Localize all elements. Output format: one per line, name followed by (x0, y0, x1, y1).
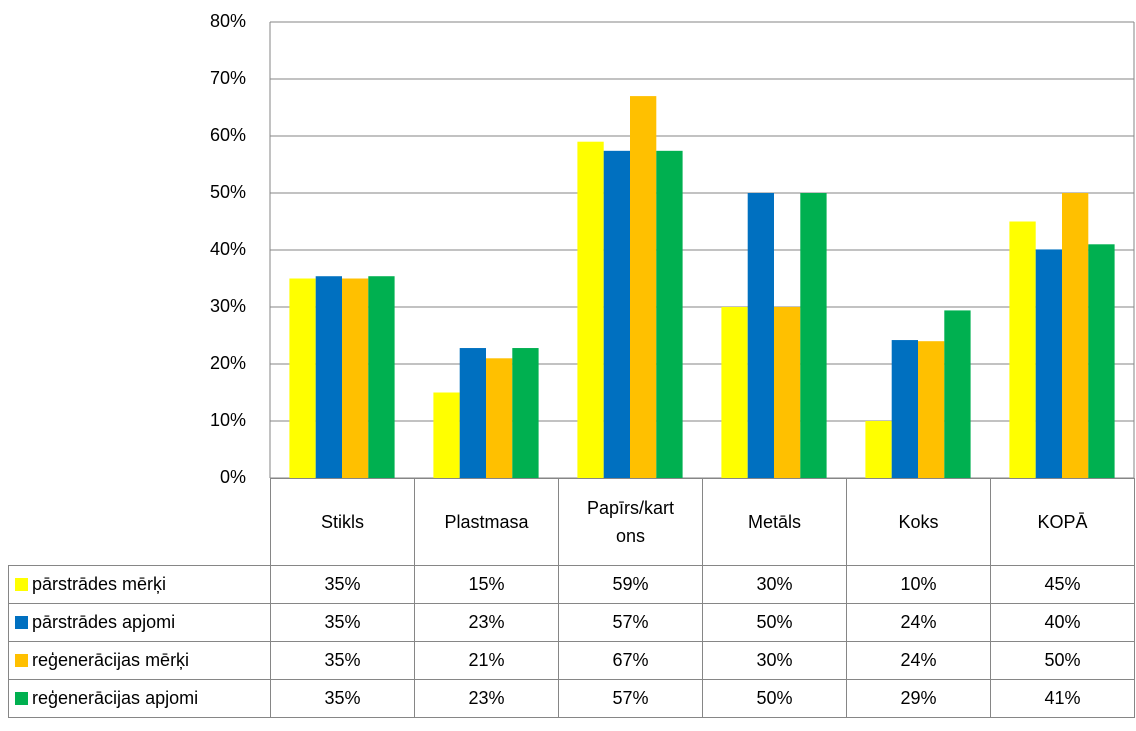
x-tick-label: Metāls (747, 512, 801, 532)
category-header: KOPĀ (990, 478, 1135, 566)
x-tick-label: Plastmasa (444, 512, 529, 532)
category-header: Papīrs/kartons (558, 478, 703, 566)
y-tick-label: 20% (210, 353, 246, 373)
table-cell: 35% (270, 679, 415, 718)
table-cell: 24% (846, 641, 991, 680)
bar (603, 150, 630, 478)
y-tick-label: 80% (210, 11, 246, 31)
legend-entry: reģenerācijas mērķi (8, 641, 271, 680)
bar (630, 96, 657, 478)
table-cell: 50% (702, 603, 847, 642)
bar (800, 193, 827, 478)
legend-swatch (15, 578, 28, 591)
legend-entry: reģenerācijas apjomi (8, 679, 271, 718)
x-tick-label: Stikls (320, 512, 364, 532)
bar (944, 310, 971, 478)
table-cell: 23% (414, 603, 559, 642)
table-cell: 21% (414, 641, 559, 680)
x-tick-label: Koks (898, 512, 939, 532)
legend-swatch (15, 616, 28, 629)
bar (1088, 244, 1115, 478)
legend-entry: pārstrādes apjomi (8, 603, 271, 642)
table-cell: 41% (990, 679, 1135, 718)
legend-swatch (15, 654, 28, 667)
legend-swatch (15, 692, 28, 705)
bar (1062, 193, 1089, 478)
y-tick-label: 50% (210, 182, 246, 202)
table-cell: 35% (270, 603, 415, 642)
y-tick-label: 30% (210, 296, 246, 316)
bar (774, 307, 801, 478)
bar (891, 340, 918, 478)
table-cell: 23% (414, 679, 559, 718)
bar (486, 358, 513, 478)
category-header: Plastmasa (414, 478, 559, 566)
bar (433, 392, 460, 478)
table-cell: 50% (990, 641, 1135, 680)
bar (289, 278, 316, 478)
bar (368, 276, 395, 478)
table-cell: 35% (270, 641, 415, 680)
bar (865, 421, 892, 478)
table-cell: 59% (558, 565, 703, 604)
table-cell: 29% (846, 679, 991, 718)
table-cell: 10% (846, 565, 991, 604)
bar (918, 341, 945, 478)
x-tick-label: Papīrs/kartons (586, 498, 675, 546)
table-cell: 45% (990, 565, 1135, 604)
bar (512, 348, 539, 478)
y-tick-label: 40% (210, 239, 246, 259)
bar (1035, 249, 1062, 478)
legend-label: pārstrādes mērķi (32, 574, 167, 594)
table-cell: 57% (558, 679, 703, 718)
bar (315, 276, 342, 478)
bar (747, 193, 774, 478)
table-cell: 30% (702, 641, 847, 680)
bar (459, 348, 486, 478)
category-header: Koks (846, 478, 991, 566)
table-cell: 67% (558, 641, 703, 680)
y-tick-label: 60% (210, 125, 246, 145)
bar (721, 307, 748, 478)
bar (1009, 221, 1036, 478)
bar (342, 278, 369, 478)
table-cell: 15% (414, 565, 559, 604)
legend-label: reģenerācijas apjomi (32, 688, 199, 708)
table-cell: 24% (846, 603, 991, 642)
bar (656, 150, 683, 478)
category-header: Stikls (270, 478, 415, 566)
legend-entry: pārstrādes mērķi (8, 565, 271, 604)
y-tick-label: 70% (210, 68, 246, 88)
legend-label: pārstrādes apjomi (32, 612, 176, 632)
category-header: Metāls (702, 478, 847, 566)
y-tick-label: 0% (220, 467, 246, 487)
table-cell: 50% (702, 679, 847, 718)
y-tick-label: 10% (210, 410, 246, 430)
table-cell: 35% (270, 565, 415, 604)
table-cell: 40% (990, 603, 1135, 642)
x-tick-label: KOPĀ (1037, 512, 1088, 532)
legend-label: reģenerācijas mērķi (32, 650, 190, 670)
bar (577, 141, 604, 478)
table-cell: 30% (702, 565, 847, 604)
table-cell: 57% (558, 603, 703, 642)
